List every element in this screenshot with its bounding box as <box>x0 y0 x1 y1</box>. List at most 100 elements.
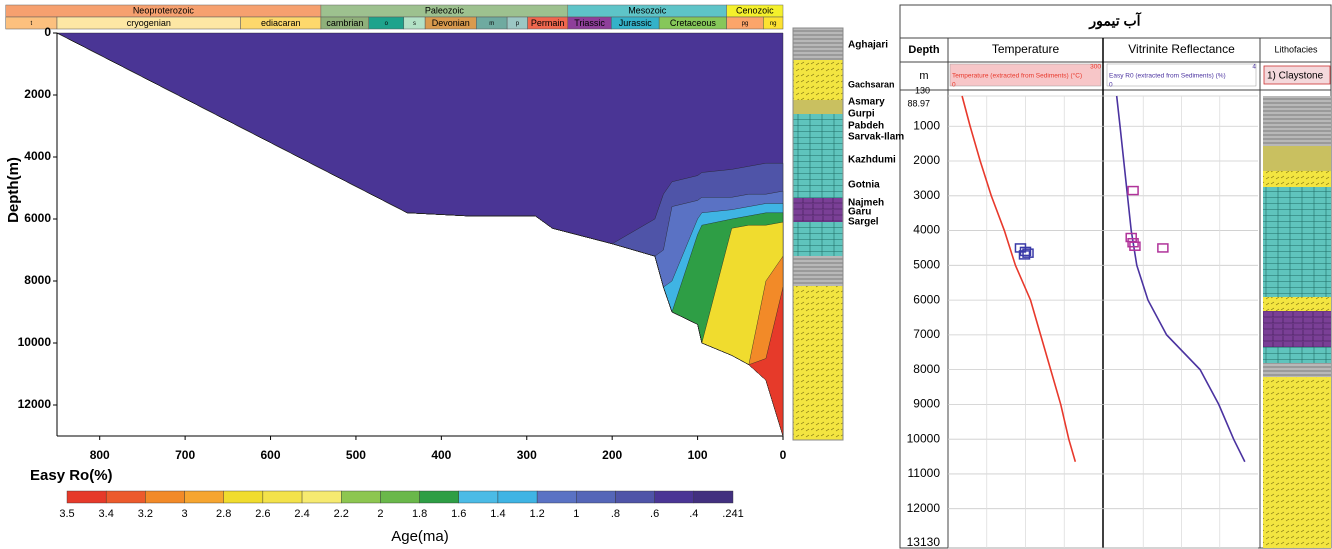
colorbar-segment <box>497 490 538 504</box>
era-label: Neoproterozoic <box>133 5 195 15</box>
colorbar-tick-label: 2.6 <box>255 508 270 520</box>
y-tick-label: 5000 <box>913 257 940 271</box>
track-header: Temperature <box>992 42 1060 56</box>
y-tick-label: 6000 <box>24 211 51 225</box>
period-label: m <box>489 21 494 27</box>
era-label: Cenozoic <box>736 5 774 15</box>
y-tick-label: 2000 <box>24 87 51 101</box>
x-tick-label: 700 <box>175 448 195 462</box>
log-curve <box>1115 95 1246 463</box>
formation-label: Kazhdumi <box>848 155 896 166</box>
colorbar-tick-label: 3 <box>181 508 187 520</box>
depth-header: Depth <box>908 44 939 56</box>
period-label: ng <box>770 21 777 27</box>
x-tick-label: 800 <box>90 448 110 462</box>
y-tick-label: 6000 <box>913 292 940 306</box>
x-tick-label: 100 <box>688 448 708 462</box>
lithofacies-legend-box <box>1263 65 1331 85</box>
y-tick-label: 12000 <box>18 397 52 411</box>
x-tick-label: 400 <box>431 448 451 462</box>
colorbar-tick-label: 1.6 <box>451 508 466 520</box>
formation-label: Gotnia <box>848 180 880 191</box>
formation-label: Najmeh <box>848 198 884 209</box>
formation-label: Asmary <box>848 97 885 108</box>
colorbar-tick-label: .4 <box>689 508 698 520</box>
y-tick-label: 7000 <box>913 327 940 341</box>
maturity-zone <box>56 32 784 437</box>
track-max: 300 <box>1090 64 1101 71</box>
colorbar-segment <box>536 490 577 504</box>
colorbar-segment <box>223 490 264 504</box>
colorbar-segment <box>693 490 734 504</box>
colorbar-segment <box>341 490 381 504</box>
y-tick-label: 1000 <box>913 118 940 132</box>
measured-point <box>1018 250 1031 260</box>
track-unit-band <box>949 63 1102 87</box>
track-max: 4 <box>1252 64 1256 71</box>
formation-label: Pabdeh <box>848 121 884 132</box>
colorbar-tick-label: .8 <box>611 508 620 520</box>
period-label: Devonian <box>432 18 470 28</box>
measured-point <box>1127 185 1139 196</box>
colorbar-tick-label: 2.8 <box>216 508 231 520</box>
track-min: 0 <box>1109 82 1113 89</box>
formation-label: Sargel <box>848 217 879 228</box>
period-label: o <box>385 21 389 27</box>
colorbar-tick-label: 3.2 <box>138 508 153 520</box>
y-tick-label: 11000 <box>908 466 941 480</box>
formation-label: Aghajari <box>848 40 888 51</box>
era-label: Paleozoic <box>425 5 465 15</box>
x-tick-label: 0 <box>780 448 787 462</box>
track-min: 0 <box>952 82 956 89</box>
period-label: cambrian <box>326 18 363 28</box>
track-header: Vitrinite Reflectance <box>1128 42 1235 56</box>
colorbar-tick-label: 2.4 <box>294 508 309 520</box>
period-label: Permain <box>531 18 565 28</box>
y-tick-label: 10000 <box>18 335 52 349</box>
y-tick-label: 8000 <box>913 362 940 376</box>
colorbar-tick-label: 1.2 <box>529 508 544 520</box>
track-unit: Temperature (extracted from Sediments) (… <box>952 72 1082 80</box>
colorbar-segment <box>380 490 420 504</box>
x-tick-label: 300 <box>517 448 537 462</box>
colorbar-segment <box>105 490 146 504</box>
formation-label: Gurpi <box>848 109 875 120</box>
y-tick-label: 130 <box>915 85 930 95</box>
y-tick-label: 4000 <box>24 149 51 163</box>
period-label: s <box>413 21 416 27</box>
colorbar-segment <box>66 490 107 504</box>
period-label: pg <box>742 21 749 27</box>
colorbar-tick-label: 3.4 <box>99 508 114 520</box>
y-tick-label: 13130 <box>907 535 941 549</box>
colorbar-segment <box>145 490 185 504</box>
x-tick-label: 600 <box>261 448 281 462</box>
depth-unit: m <box>919 70 928 82</box>
measured-point <box>1022 248 1034 258</box>
y-axis-title: Depth(m) <box>5 157 22 223</box>
period-label: cryogenian <box>127 18 171 28</box>
colorbar-segment <box>262 490 303 504</box>
measured-point <box>1129 241 1141 251</box>
track-unit: Easy R0 (extracted from Sediments) (%) <box>1109 73 1226 80</box>
colorbar-segment <box>419 490 459 504</box>
formation-label: Garu <box>848 207 871 218</box>
colorbar-tick-label: .6 <box>650 508 659 520</box>
colorbar-segment <box>615 490 655 504</box>
lithology-column <box>792 27 844 441</box>
y-tick-label: 3000 <box>913 188 940 202</box>
y-tick-label: 9000 <box>913 397 940 411</box>
x-tick-label: 200 <box>602 448 622 462</box>
colorbar-tick-label: 1 <box>573 508 579 520</box>
track-unit-band <box>1106 63 1257 87</box>
y-tick-label: 12000 <box>907 501 941 515</box>
x-axis-title: Age(ma) <box>391 528 449 545</box>
period-label: p <box>516 21 520 27</box>
period-label: Cretaceous <box>670 18 717 28</box>
colorbar-tick-label: 2 <box>377 508 383 520</box>
lithofacies-header: Lithofacies <box>1274 44 1318 54</box>
period-label: Triassic <box>574 18 605 28</box>
colorbar-tick-label: 1.8 <box>412 508 427 520</box>
log-title: آب تیمور <box>1088 12 1141 30</box>
